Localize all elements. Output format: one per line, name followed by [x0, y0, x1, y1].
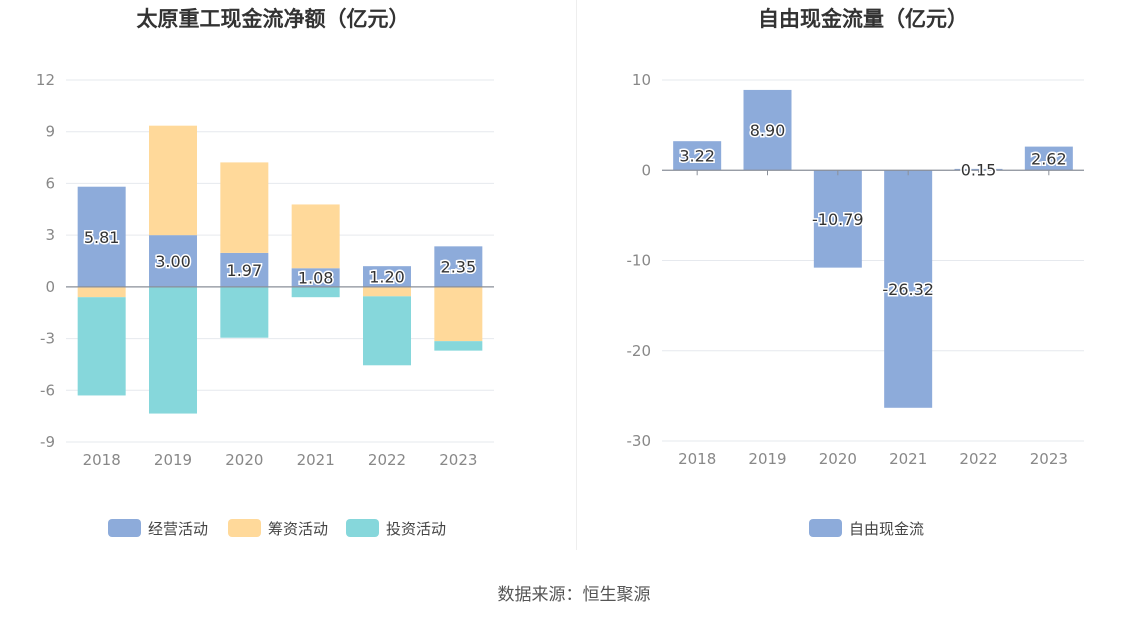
bar	[220, 286, 269, 338]
legend-swatch	[809, 519, 842, 537]
bar	[813, 170, 862, 268]
bar	[220, 162, 269, 253]
y-tick-label: -3	[40, 330, 55, 348]
x-tick-label: 2018	[83, 451, 121, 469]
x-tick-label: 2019	[154, 451, 192, 469]
x-tick-label: 2018	[678, 450, 716, 468]
data-label: 1.08	[298, 269, 334, 288]
y-tick-label: -6	[40, 381, 55, 399]
data-label: 5.81	[84, 228, 120, 247]
legend-label: 经营活动	[148, 520, 208, 538]
y-tick-label: -30	[627, 432, 652, 450]
bar	[291, 286, 340, 298]
data-source: 数据来源：恒生聚源	[497, 585, 651, 605]
data-label: 1.97	[227, 261, 263, 280]
x-tick-label: 2021	[297, 451, 335, 469]
y-tick-label: 3	[45, 226, 55, 244]
y-tick-label: 9	[45, 123, 55, 141]
bar	[434, 341, 483, 351]
data-label: 1.20	[369, 268, 405, 287]
x-tick-label: 2023	[1030, 450, 1068, 468]
bar	[1024, 146, 1073, 171]
y-tick-label: 0	[641, 161, 651, 179]
bar	[149, 125, 197, 236]
y-tick-label: -10	[627, 252, 652, 270]
y-tick-label: -9	[40, 433, 55, 451]
bar	[434, 286, 483, 342]
x-tick-label: 2020	[819, 450, 857, 468]
x-tick-label: 2021	[889, 450, 927, 468]
x-tick-label: 2020	[225, 451, 263, 469]
legend-label: 投资活动	[386, 520, 446, 538]
x-tick-label: 2022	[368, 451, 406, 469]
bar	[220, 252, 269, 287]
data-label: 2.35	[441, 258, 477, 277]
bar	[291, 268, 340, 287]
bar	[954, 168, 1003, 171]
chart-title: 太原重工现金流净额（亿元）	[137, 7, 410, 31]
data-label: -10.79	[812, 210, 864, 229]
y-tick-label: 0	[45, 278, 55, 296]
x-tick-label: 2022	[959, 450, 997, 468]
bar	[77, 297, 126, 396]
data-label: 8.90	[750, 121, 786, 140]
bar	[363, 296, 411, 366]
y-tick-label: -20	[627, 342, 652, 360]
legend-swatch	[108, 519, 141, 537]
legend-label: 筹资活动	[268, 520, 328, 538]
legend-swatch	[228, 519, 261, 537]
bar	[884, 170, 933, 408]
bar	[149, 286, 197, 414]
chart-title: 自由现金流量（亿元）	[758, 7, 968, 31]
data-label: 2.62	[1031, 149, 1067, 168]
bar	[434, 246, 483, 287]
y-tick-label: 10	[632, 71, 651, 89]
bar	[149, 235, 197, 287]
data-label: 3.22	[679, 147, 715, 166]
chart-divider	[576, 0, 577, 550]
x-tick-label: 2023	[439, 451, 477, 469]
data-label: -26.32	[882, 280, 934, 299]
bar	[77, 286, 126, 298]
x-tick-label: 2019	[748, 450, 786, 468]
bar	[363, 286, 411, 297]
bar	[291, 204, 340, 269]
data-label: 3.00	[155, 252, 191, 271]
bar	[743, 89, 792, 171]
bar	[363, 266, 411, 287]
bar	[77, 186, 126, 287]
legend-label: 自由现金流	[849, 520, 924, 538]
data-label: 0.15	[961, 161, 997, 180]
legend-swatch	[346, 519, 379, 537]
y-tick-label: 12	[36, 71, 55, 89]
y-tick-label: 6	[45, 174, 55, 192]
bar	[673, 141, 722, 171]
